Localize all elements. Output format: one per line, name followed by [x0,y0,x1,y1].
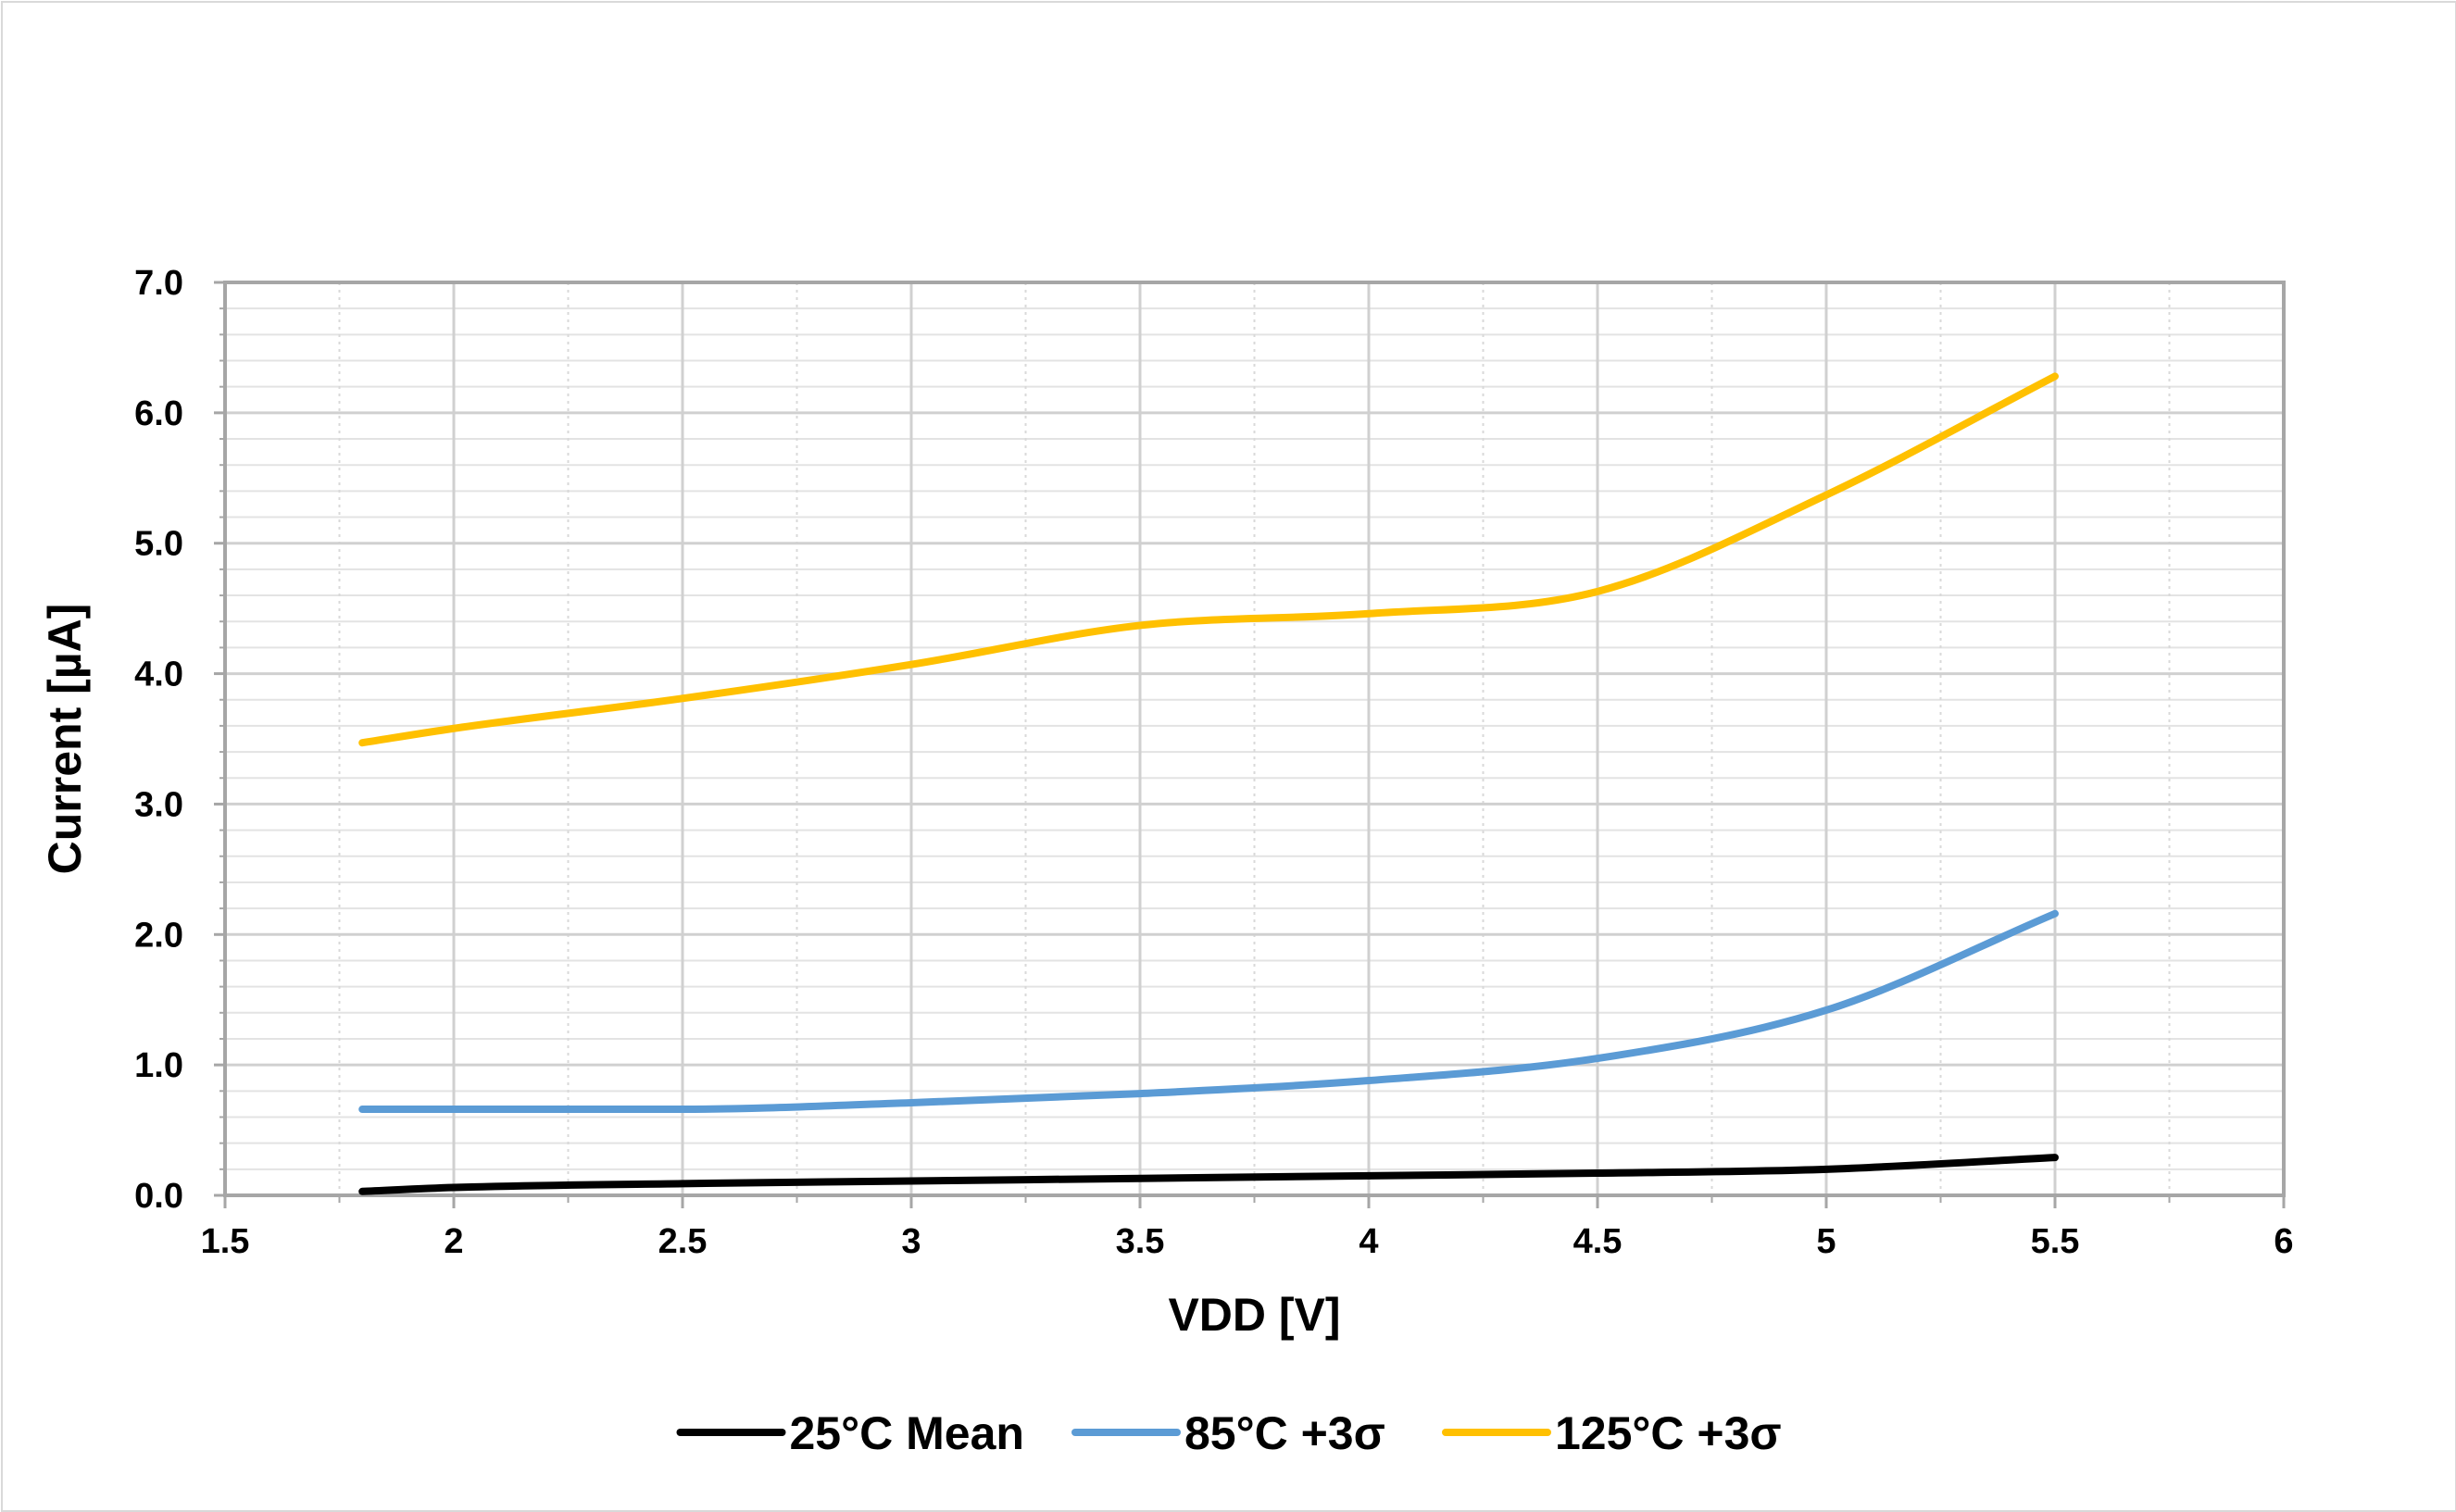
y-axis-title: Current [µA] [39,604,91,875]
x-tick-label: 5.5 [2031,1222,2080,1261]
x-tick-label: 5 [1816,1222,1836,1261]
y-tick-label: 7.0 [134,264,183,303]
x-tick-label: 1.5 [201,1222,250,1261]
x-tick-label: 6 [2274,1222,2293,1261]
y-tick-label: 3.0 [134,785,183,824]
legend-label-2: 125°C +3σ [1555,1407,1782,1459]
x-tick-label: 3 [901,1222,921,1261]
axis-ticks [214,281,2286,1208]
series-line-1 [358,909,2059,1114]
x-tick-label: 3.5 [1116,1222,1165,1261]
legend: 25°C Mean 85°C +3σ 125°C +3σ [676,1407,1782,1459]
y-tick-label: 5.0 [134,525,183,564]
y-tick-label: 2.0 [134,916,183,955]
y-tick-label: 6.0 [134,394,183,433]
y-tick-label: 4.0 [134,656,183,694]
y-tick-label: 0.0 [134,1177,183,1216]
x-tick-label: 2 [444,1222,463,1261]
x-tick-label: 4.5 [1573,1222,1623,1261]
minor-gridlines [225,282,2284,1195]
series-line-2 [358,372,2059,747]
y-tick-labels: 0.0 1.0 2.0 3.0 4.0 5.0 6.0 7.0 [134,264,183,1216]
legend-label-1: 85°C +3σ [1184,1407,1385,1459]
x-tick-label: 4 [1359,1222,1378,1261]
series-line-0 [358,1154,2059,1195]
series-lines [358,372,2059,1195]
x-axis-title: VDD [V] [1168,1289,1340,1341]
y-tick-label: 1.0 [134,1046,183,1085]
x-tick-label: 2.5 [658,1222,708,1261]
x-tick-labels: 1.5 2 2.5 3 3.5 4 4.5 5 5.5 6 [201,1222,2294,1261]
legend-label-0: 25°C Mean [790,1407,1024,1459]
